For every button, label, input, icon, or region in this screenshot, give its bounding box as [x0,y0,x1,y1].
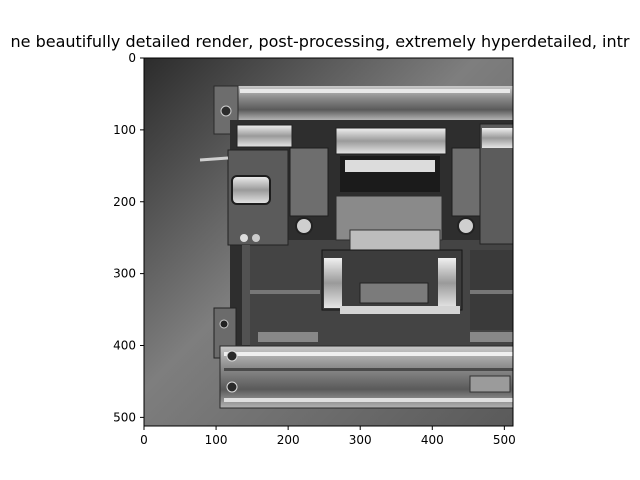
y-tick-label: 500 [113,410,136,424]
x-tick-label: 0 [140,433,148,447]
y-tick-label: 0 [128,51,136,65]
x-tick-label: 400 [421,433,444,447]
x-tick-label: 300 [349,433,372,447]
x-tick-label: 200 [277,433,300,447]
x-tick-label: 100 [205,433,228,447]
figure-title: ne beautifully detailed render, post-pro… [10,32,630,51]
x-tick-label: 500 [493,433,516,447]
axes-frame [143,57,514,427]
machine-render-image [144,58,513,426]
y-axis-ticks: 0 100 200 300 400 500 [113,51,144,424]
y-tick-label: 400 [113,339,136,353]
x-axis-ticks: 0 100 200 300 400 500 [140,426,516,447]
y-tick-label: 200 [113,195,136,209]
y-tick-label: 100 [113,123,136,137]
y-tick-label: 300 [113,267,136,281]
